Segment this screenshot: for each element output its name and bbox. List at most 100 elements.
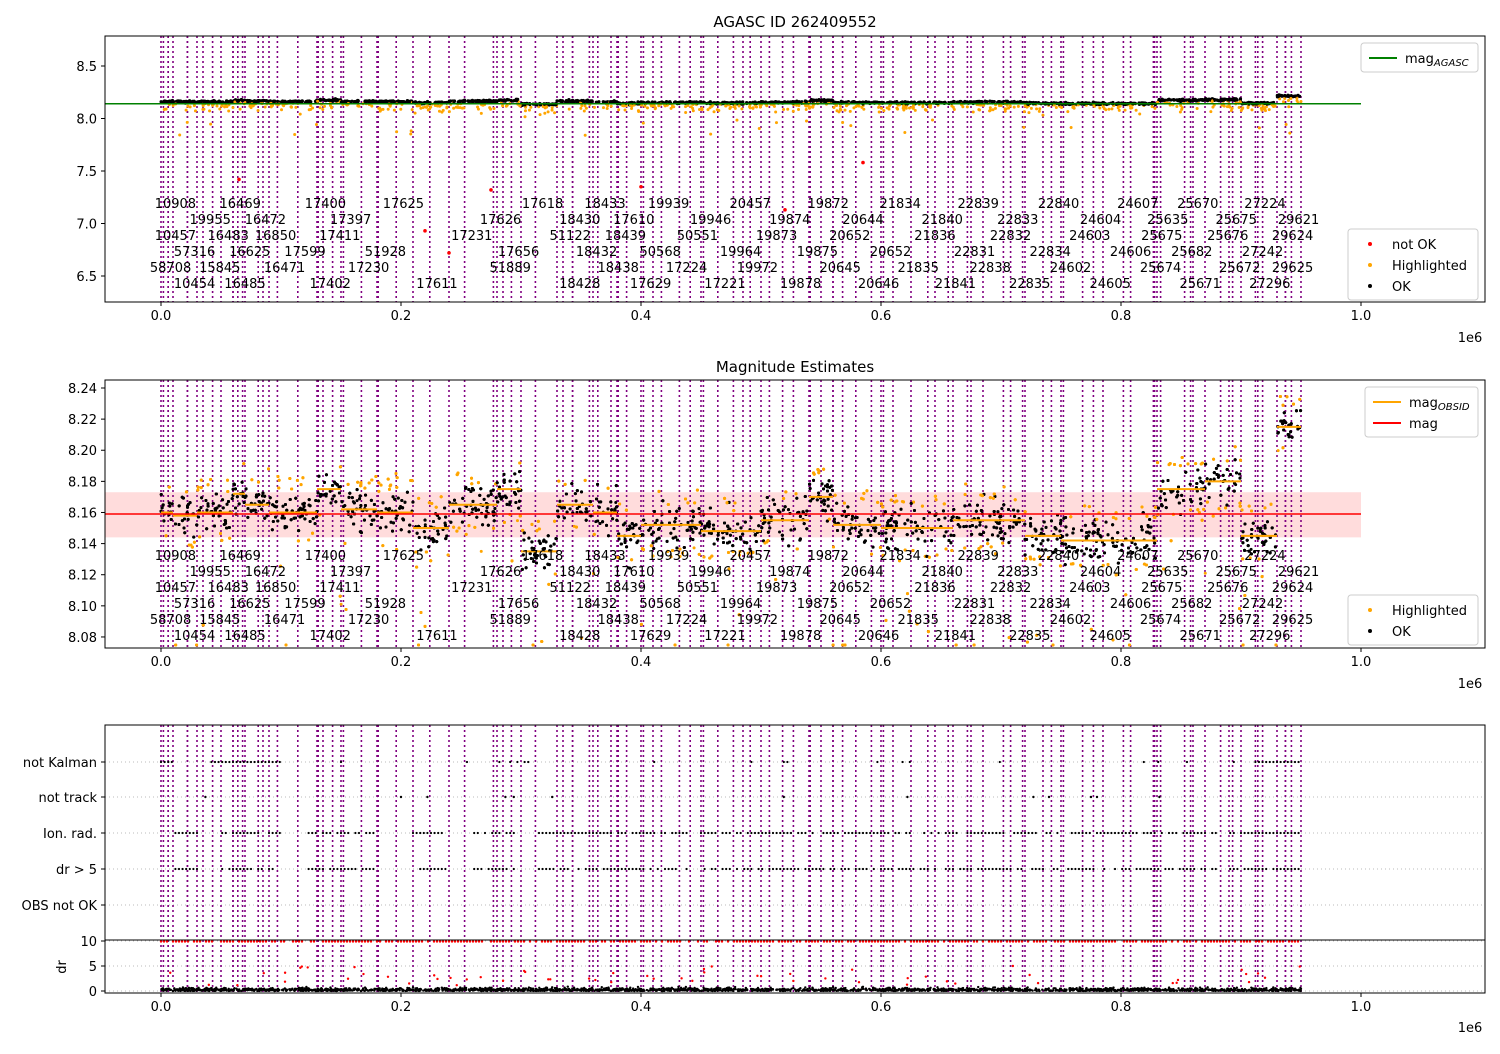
highlighted-point (429, 106, 432, 109)
obsid-label: 16625 (229, 245, 270, 260)
highlighted-point (282, 104, 285, 107)
highlighted-point (529, 106, 532, 109)
highlighted-point (709, 133, 712, 136)
highlighted-point (1272, 105, 1275, 108)
highlighted-point (1241, 106, 1244, 109)
ok-point (825, 99, 828, 102)
highlighted-point (786, 108, 789, 111)
highlighted-point (493, 107, 496, 110)
highlighted-point (775, 121, 778, 124)
highlighted-point (442, 109, 445, 112)
highlighted-point (735, 119, 738, 122)
obsid-label: 19873 (756, 229, 797, 244)
ok-point (486, 100, 489, 103)
obsid-label: 15845 (199, 261, 240, 276)
highlighted-point (370, 105, 373, 108)
ok-point (191, 100, 194, 103)
highlighted-point (684, 105, 687, 108)
highlighted-point (1009, 105, 1012, 108)
obsid-label: 25671 (1180, 277, 1221, 292)
ok-point (515, 98, 518, 101)
highlighted-point (693, 546, 696, 549)
obsid-label: 17230 (348, 261, 389, 276)
highlighted-point (524, 115, 527, 118)
highlighted-point (1287, 99, 1290, 102)
obsid-label: 21836 (914, 229, 955, 244)
ok-point (558, 99, 561, 102)
highlighted-point (774, 110, 777, 113)
highlighted-point (202, 104, 205, 107)
ok-point (816, 99, 819, 102)
obsid-label: 51889 (490, 261, 531, 276)
highlighted-point (163, 108, 166, 111)
highlighted-point (418, 104, 421, 107)
highlighted-point (624, 108, 627, 111)
obsid-label: 10908 (155, 197, 196, 212)
highlighted-point (290, 105, 293, 108)
ok-point (1298, 95, 1301, 98)
highlighted-point (393, 109, 396, 112)
highlighted-point (1250, 108, 1253, 111)
obsid-label: 17224 (666, 261, 707, 276)
ok-point (1181, 98, 1184, 101)
ok-point (176, 99, 179, 102)
highlighted-point (903, 131, 906, 134)
ok-point (300, 100, 303, 103)
ok-point (329, 99, 332, 102)
highlighted-point (1258, 126, 1261, 129)
ok-point (809, 99, 812, 102)
obsid-label: 20652 (829, 229, 870, 244)
obsid-label: 17626 (480, 213, 521, 228)
obsid-label: 10457 (155, 229, 196, 244)
ok-point (472, 100, 475, 103)
ok-point (1232, 97, 1235, 100)
highlighted-point (811, 106, 814, 109)
obsid-label: 22838 (970, 261, 1011, 276)
not-ok-point (489, 188, 493, 192)
highlighted-point (706, 108, 709, 111)
highlighted-point (547, 110, 550, 113)
highlighted-point (208, 109, 211, 112)
highlighted-point (545, 105, 548, 108)
highlighted-point (356, 104, 359, 107)
highlighted-point (411, 108, 414, 111)
obsid-label: 24603 (1069, 229, 1110, 244)
ok-point (795, 99, 798, 102)
obsid-label: 24604 (1080, 213, 1121, 228)
obsid-label: 24606 (1110, 245, 1151, 260)
highlighted-point (209, 123, 212, 126)
highlighted-point (340, 603, 343, 606)
not-ok-point (237, 178, 241, 182)
obsid-label: 27242 (1242, 245, 1283, 260)
highlighted-point (553, 111, 556, 114)
highlighted-point (264, 106, 267, 109)
obsid-label: 29624 (1272, 229, 1313, 244)
highlighted-point (410, 129, 413, 132)
ok-point (1276, 94, 1279, 97)
highlighted-point (698, 108, 701, 111)
obsid-label: 19939 (648, 197, 689, 212)
highlighted-point (805, 105, 808, 108)
ok-point (408, 100, 411, 103)
obsid-label: 22832 (990, 229, 1031, 244)
obsid-label: 18433 (584, 197, 625, 212)
ok-point (1220, 99, 1223, 102)
obsid-label: 24605 (1090, 277, 1131, 292)
highlighted-point (671, 105, 674, 108)
highlighted-point (1098, 106, 1101, 109)
highlighted-point (1103, 107, 1106, 110)
x-tick-label: 0.0 (151, 309, 172, 324)
ok-point (205, 100, 208, 103)
ok-point (350, 100, 353, 103)
highlighted-point (543, 112, 546, 115)
highlighted-point (524, 109, 527, 112)
highlighted-point (862, 108, 865, 111)
obsid-label: 19964 (720, 245, 761, 260)
highlighted-point (724, 105, 727, 108)
ok-point (1163, 99, 1166, 102)
x-tick-label: 0.2 (391, 309, 412, 324)
ok-point (480, 99, 483, 102)
obsid-label: 21835 (898, 261, 939, 276)
ok-point (272, 100, 275, 103)
